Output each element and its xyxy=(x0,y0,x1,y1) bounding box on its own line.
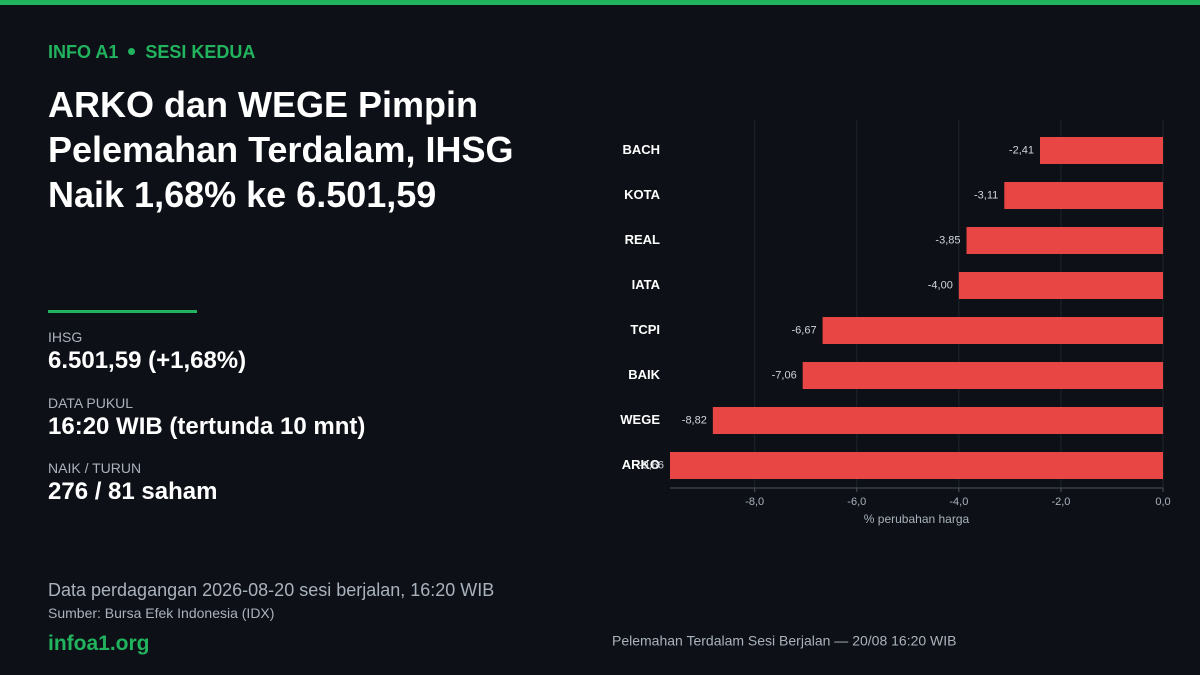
y-tick-label: IATA xyxy=(632,277,661,292)
footer-note: Data perdagangan 2026-08-20 sesi berjala… xyxy=(48,580,495,600)
headline: ARKO dan WEGE Pimpin Pelemahan Terdalam,… xyxy=(48,82,514,217)
stat-value: 276 / 81 saham xyxy=(48,478,218,505)
value-label: -4,00 xyxy=(928,279,953,291)
x-tick-label: -2,0 xyxy=(1051,496,1070,508)
tag: INFO A1 SESI KEDUA xyxy=(48,42,255,63)
stat: IHSG 6.501,59 (+1,68%) xyxy=(48,329,246,375)
stat-value: 6.501,59 (+1,68%) xyxy=(48,347,247,374)
x-tick-label: -6,0 xyxy=(847,496,866,508)
value-label: -7,06 xyxy=(772,369,797,381)
accent-bar xyxy=(0,0,1200,5)
dot xyxy=(128,48,136,55)
headline-line: Pelemahan Terdalam, IHSG xyxy=(48,129,514,170)
x-tick-label: 0,0 xyxy=(1155,496,1170,508)
value-label: -2,41 xyxy=(1009,144,1034,156)
y-tick-label: KOTA xyxy=(624,187,660,202)
value-label: -8,82 xyxy=(682,414,707,426)
stat-label: NAIK / TURUN xyxy=(48,460,142,476)
x-tick-label: -4,0 xyxy=(949,496,968,508)
caption: Pelemahan Terdalam Sesi Berjalan — 20/08… xyxy=(612,633,957,649)
y-tick-label: TCPI xyxy=(630,322,660,337)
stat-label: IHSG xyxy=(48,329,83,345)
tag-text: INFO A1 xyxy=(48,42,119,62)
x-axis-label: % perubahan harga xyxy=(864,512,970,526)
divider xyxy=(48,310,197,313)
bar xyxy=(966,227,1163,254)
site: infoa1.org xyxy=(48,632,150,655)
headline-line: Naik 1,68% ke 6.501,59 xyxy=(48,174,437,215)
y-tick-label: REAL xyxy=(625,232,660,247)
bar xyxy=(822,317,1163,344)
y-tick-label: BACH xyxy=(622,142,660,157)
bar xyxy=(802,362,1163,389)
bar xyxy=(1004,182,1163,209)
stat: DATA PUKUL 16:20 WIB (tertunda 10 mnt) xyxy=(48,395,365,441)
bar xyxy=(712,407,1163,434)
bar xyxy=(1040,137,1163,164)
y-tick-label: WEGE xyxy=(620,412,660,427)
y-tick-label: BAIK xyxy=(628,367,660,382)
y-tick-label: ARKO xyxy=(622,457,660,472)
headline-line: ARKO dan WEGE Pimpin xyxy=(48,84,479,125)
value-label: -9,66 xyxy=(639,459,664,471)
stat-label: DATA PUKUL xyxy=(48,395,134,411)
bar xyxy=(670,452,1163,479)
footer-source: Sumber: Bursa Efek Indonesia (IDX) xyxy=(48,605,275,621)
stat-value: 16:20 WIB (tertunda 10 mnt) xyxy=(48,413,366,440)
value-label: -3,11 xyxy=(974,189,998,201)
stat: NAIK / TURUN 276 / 81 saham xyxy=(48,460,217,506)
x-tick-label: -8,0 xyxy=(745,496,764,508)
value-label: -3,85 xyxy=(935,234,960,246)
bar xyxy=(958,272,1163,299)
tag-text: SESI KEDUA xyxy=(145,42,256,62)
value-label: -6,67 xyxy=(792,324,817,336)
